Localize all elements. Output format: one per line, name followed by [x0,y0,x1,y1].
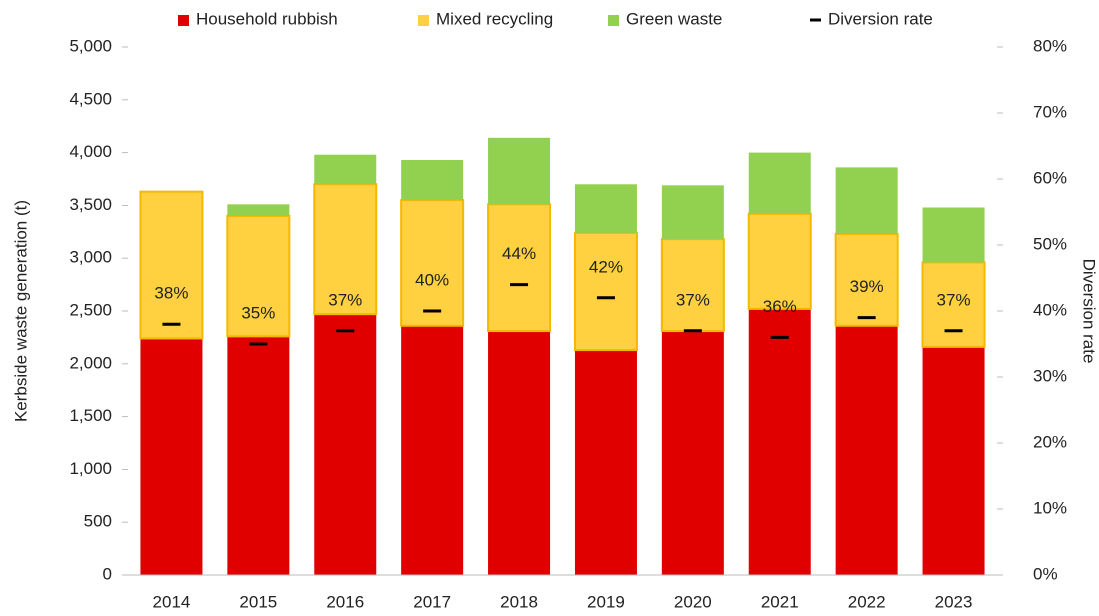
y2-tick-label: 50% [1033,234,1067,253]
data-label: 40% [415,270,449,289]
y2-tick-label: 80% [1033,36,1067,55]
bar-segment [227,204,290,216]
y2-tick-label: 70% [1033,102,1067,121]
bar-segment [922,207,985,263]
bar-segment [314,154,377,185]
y-tick-label: 3,000 [69,248,112,267]
bar-segment [835,325,898,575]
bar-segment [835,167,898,234]
y2-tick-label: 10% [1033,498,1067,517]
bar-segment [661,331,724,575]
bar-segment [661,185,724,240]
x-tick-label: 2019 [587,592,625,611]
y2-tick-label: 60% [1033,168,1067,187]
bar-segment [488,137,551,205]
bar-segment [748,308,811,575]
bar-segment [573,231,638,352]
bar-segment [139,190,204,340]
legend-label: Mixed recycling [436,9,553,28]
data-label: 44% [502,244,536,263]
bar-segment [226,214,291,338]
x-tick-label: 2020 [674,592,712,611]
y-tick-label: 0 [103,564,112,583]
y-tick-label: 4,000 [69,142,112,161]
x-tick-label: 2014 [153,592,191,611]
y-axis-label: Kerbside waste generation (t) [11,200,30,422]
x-tick-label: 2018 [500,592,538,611]
x-tick-label: 2015 [239,592,277,611]
bar-segment [313,183,378,316]
y2-axis-label: Diversion rate [1080,259,1099,364]
y-tick-label: 2,500 [69,300,112,319]
data-label: 39% [850,277,884,296]
data-label: 37% [676,290,710,309]
bar-segment [660,238,725,333]
bar-segment [401,325,464,575]
data-label: 37% [328,290,362,309]
bar-segment [314,314,377,575]
y2-tick-label: 30% [1033,366,1067,385]
bar-segment [140,338,203,575]
bar-segment [747,212,812,310]
data-label: 42% [589,257,623,276]
bar-segment [574,184,637,233]
y-tick-label: 3,500 [69,195,112,214]
bar-segment [574,350,637,575]
bar-segment [400,199,465,327]
data-label: 36% [763,297,797,316]
y-tick-label: 5,000 [69,36,112,55]
y-tick-label: 2,000 [69,353,112,372]
data-label: 35% [241,303,275,322]
bar-segment [488,331,551,575]
bar-segment [487,203,552,333]
x-tick-label: 2017 [413,592,451,611]
legend-swatch [418,15,429,26]
bar-segment [834,232,899,327]
data-label: 38% [154,284,188,303]
y2-tick-label: 40% [1033,300,1067,319]
y2-tick-label: 0% [1033,564,1058,583]
y2-tick-label: 20% [1033,432,1067,451]
y-tick-label: 500 [84,512,112,531]
bar-segment [401,159,464,201]
legend-label: Diversion rate [828,9,933,28]
legend-swatch [178,15,189,26]
x-tick-label: 2023 [935,592,973,611]
x-tick-label: 2016 [326,592,364,611]
bar-segment [921,261,986,348]
legend-swatch [608,15,619,26]
x-tick-label: 2022 [848,592,886,611]
legend-label: Household rubbish [196,9,338,28]
y-tick-label: 1,000 [69,459,112,478]
bar-segment [922,346,985,575]
y-tick-label: 4,500 [69,89,112,108]
data-label: 37% [937,290,971,309]
bar-segment [748,152,811,214]
y-tick-label: 1,500 [69,406,112,425]
bar-segment [227,336,290,575]
x-tick-label: 2021 [761,592,799,611]
legend-label: Green waste [626,9,722,28]
